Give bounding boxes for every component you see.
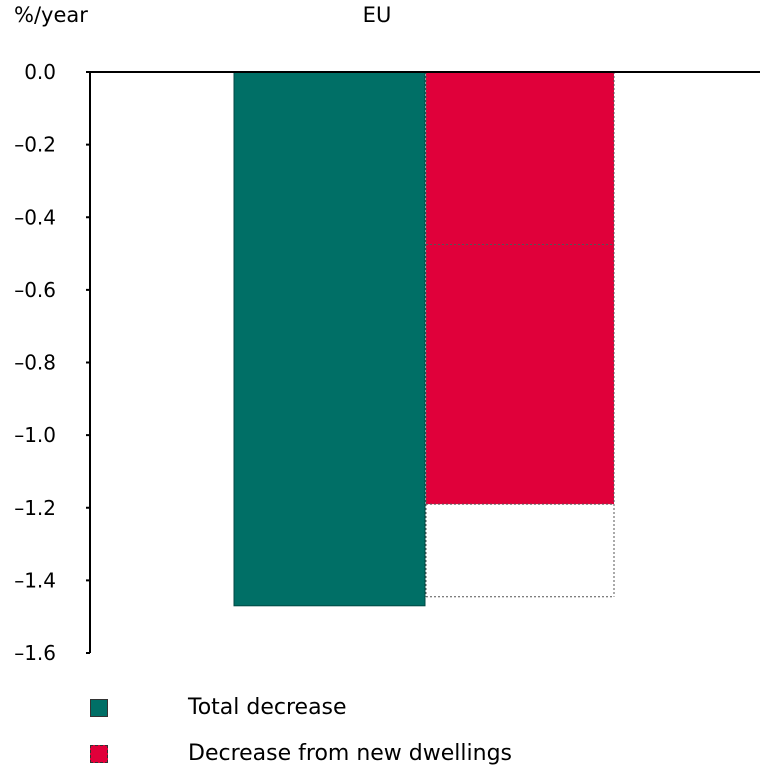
chart-title: EU bbox=[363, 3, 392, 27]
y-tick-label: 0.0 bbox=[24, 60, 56, 84]
y-tick-label: –1.0 bbox=[14, 423, 56, 447]
legend-label-total-decrease: Total decrease bbox=[188, 695, 347, 720]
y-tick-label: –0.2 bbox=[14, 133, 56, 157]
y-tick-label: –0.8 bbox=[14, 351, 56, 375]
bar-total-decrease bbox=[233, 71, 426, 607]
legend-item-total-decrease: Total decrease bbox=[90, 695, 347, 720]
chart: %/year EU 0.0 –0.2 –0.4 –0.6 –0.8 –1.0 –1.2 –1.… bbox=[14, 3, 760, 665]
legend-item-decrease-new-dwellings: Decrease from new dwellings bbox=[90, 741, 512, 766]
y-axis-ticks: 0.0 –0.2 –0.4 –0.6 –0.8 –1.0 –1.2 –1.4 –1.6 bbox=[14, 60, 90, 665]
legend-label-decrease-new-dwellings: Decrease from new dwellings bbox=[188, 741, 512, 766]
legend-swatch-total-decrease bbox=[90, 699, 108, 717]
legend-swatch-decrease-new-dwellings bbox=[90, 745, 108, 763]
y-tick-label: –0.4 bbox=[14, 205, 56, 229]
bar-decrease-new-dwellings bbox=[426, 72, 614, 505]
y-tick-label: –1.4 bbox=[14, 568, 56, 592]
y-tick-label: –1.2 bbox=[14, 496, 56, 520]
y-tick-label: –0.6 bbox=[14, 278, 56, 302]
y-axis-unit-label: %/year bbox=[14, 3, 88, 27]
y-tick-label: –1.6 bbox=[14, 641, 56, 665]
bars bbox=[233, 71, 615, 607]
